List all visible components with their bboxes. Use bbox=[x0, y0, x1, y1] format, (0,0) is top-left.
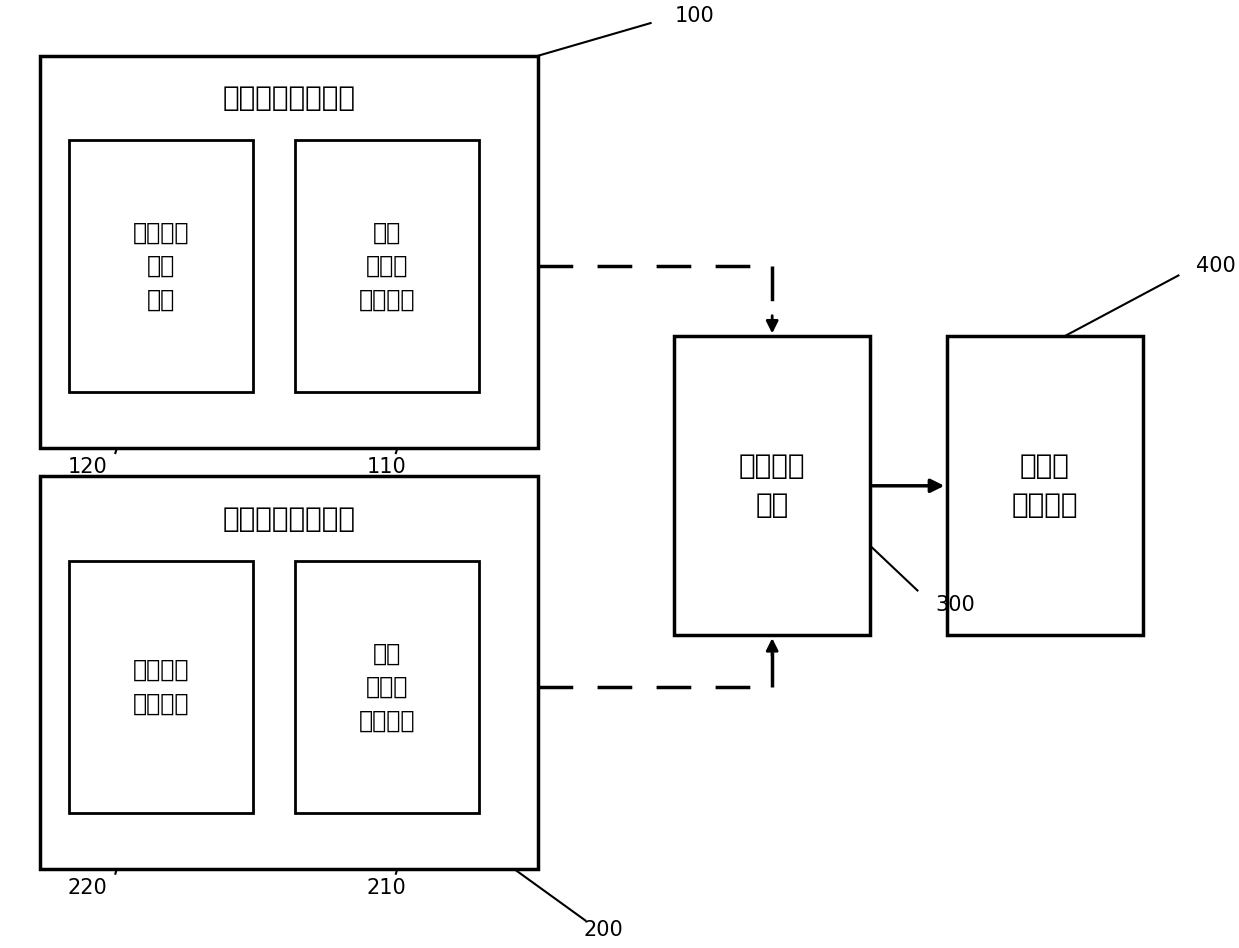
Text: 210: 210 bbox=[367, 878, 406, 898]
Text: 220: 220 bbox=[68, 878, 108, 898]
Text: 起点激光
发射
模块: 起点激光 发射 模块 bbox=[133, 221, 190, 312]
Text: 终点激光
发射模块: 终点激光 发射模块 bbox=[133, 658, 190, 716]
Text: 上位机
计分软件: 上位机 计分软件 bbox=[1012, 452, 1078, 520]
FancyBboxPatch shape bbox=[674, 337, 870, 635]
FancyBboxPatch shape bbox=[947, 337, 1142, 635]
FancyBboxPatch shape bbox=[69, 140, 253, 392]
FancyBboxPatch shape bbox=[69, 560, 253, 813]
Text: 110: 110 bbox=[367, 457, 406, 477]
FancyBboxPatch shape bbox=[295, 560, 478, 813]
FancyBboxPatch shape bbox=[40, 56, 538, 448]
Text: 终点信号检测装置: 终点信号检测装置 bbox=[222, 504, 356, 533]
Text: 300: 300 bbox=[935, 595, 975, 615]
FancyBboxPatch shape bbox=[295, 140, 478, 392]
Text: 起点
光照度
检测模块: 起点 光照度 检测模块 bbox=[358, 221, 415, 312]
Text: 400: 400 bbox=[1196, 256, 1237, 276]
Text: 信号接收
装置: 信号接收 装置 bbox=[738, 452, 805, 520]
Text: 120: 120 bbox=[68, 457, 108, 477]
FancyBboxPatch shape bbox=[40, 477, 538, 869]
Text: 100: 100 bbox=[674, 6, 714, 26]
Text: 200: 200 bbox=[584, 920, 623, 939]
Text: 终点
光照度
检测模块: 终点 光照度 检测模块 bbox=[358, 641, 415, 732]
Text: 起点信号检测装置: 起点信号检测装置 bbox=[222, 83, 356, 112]
